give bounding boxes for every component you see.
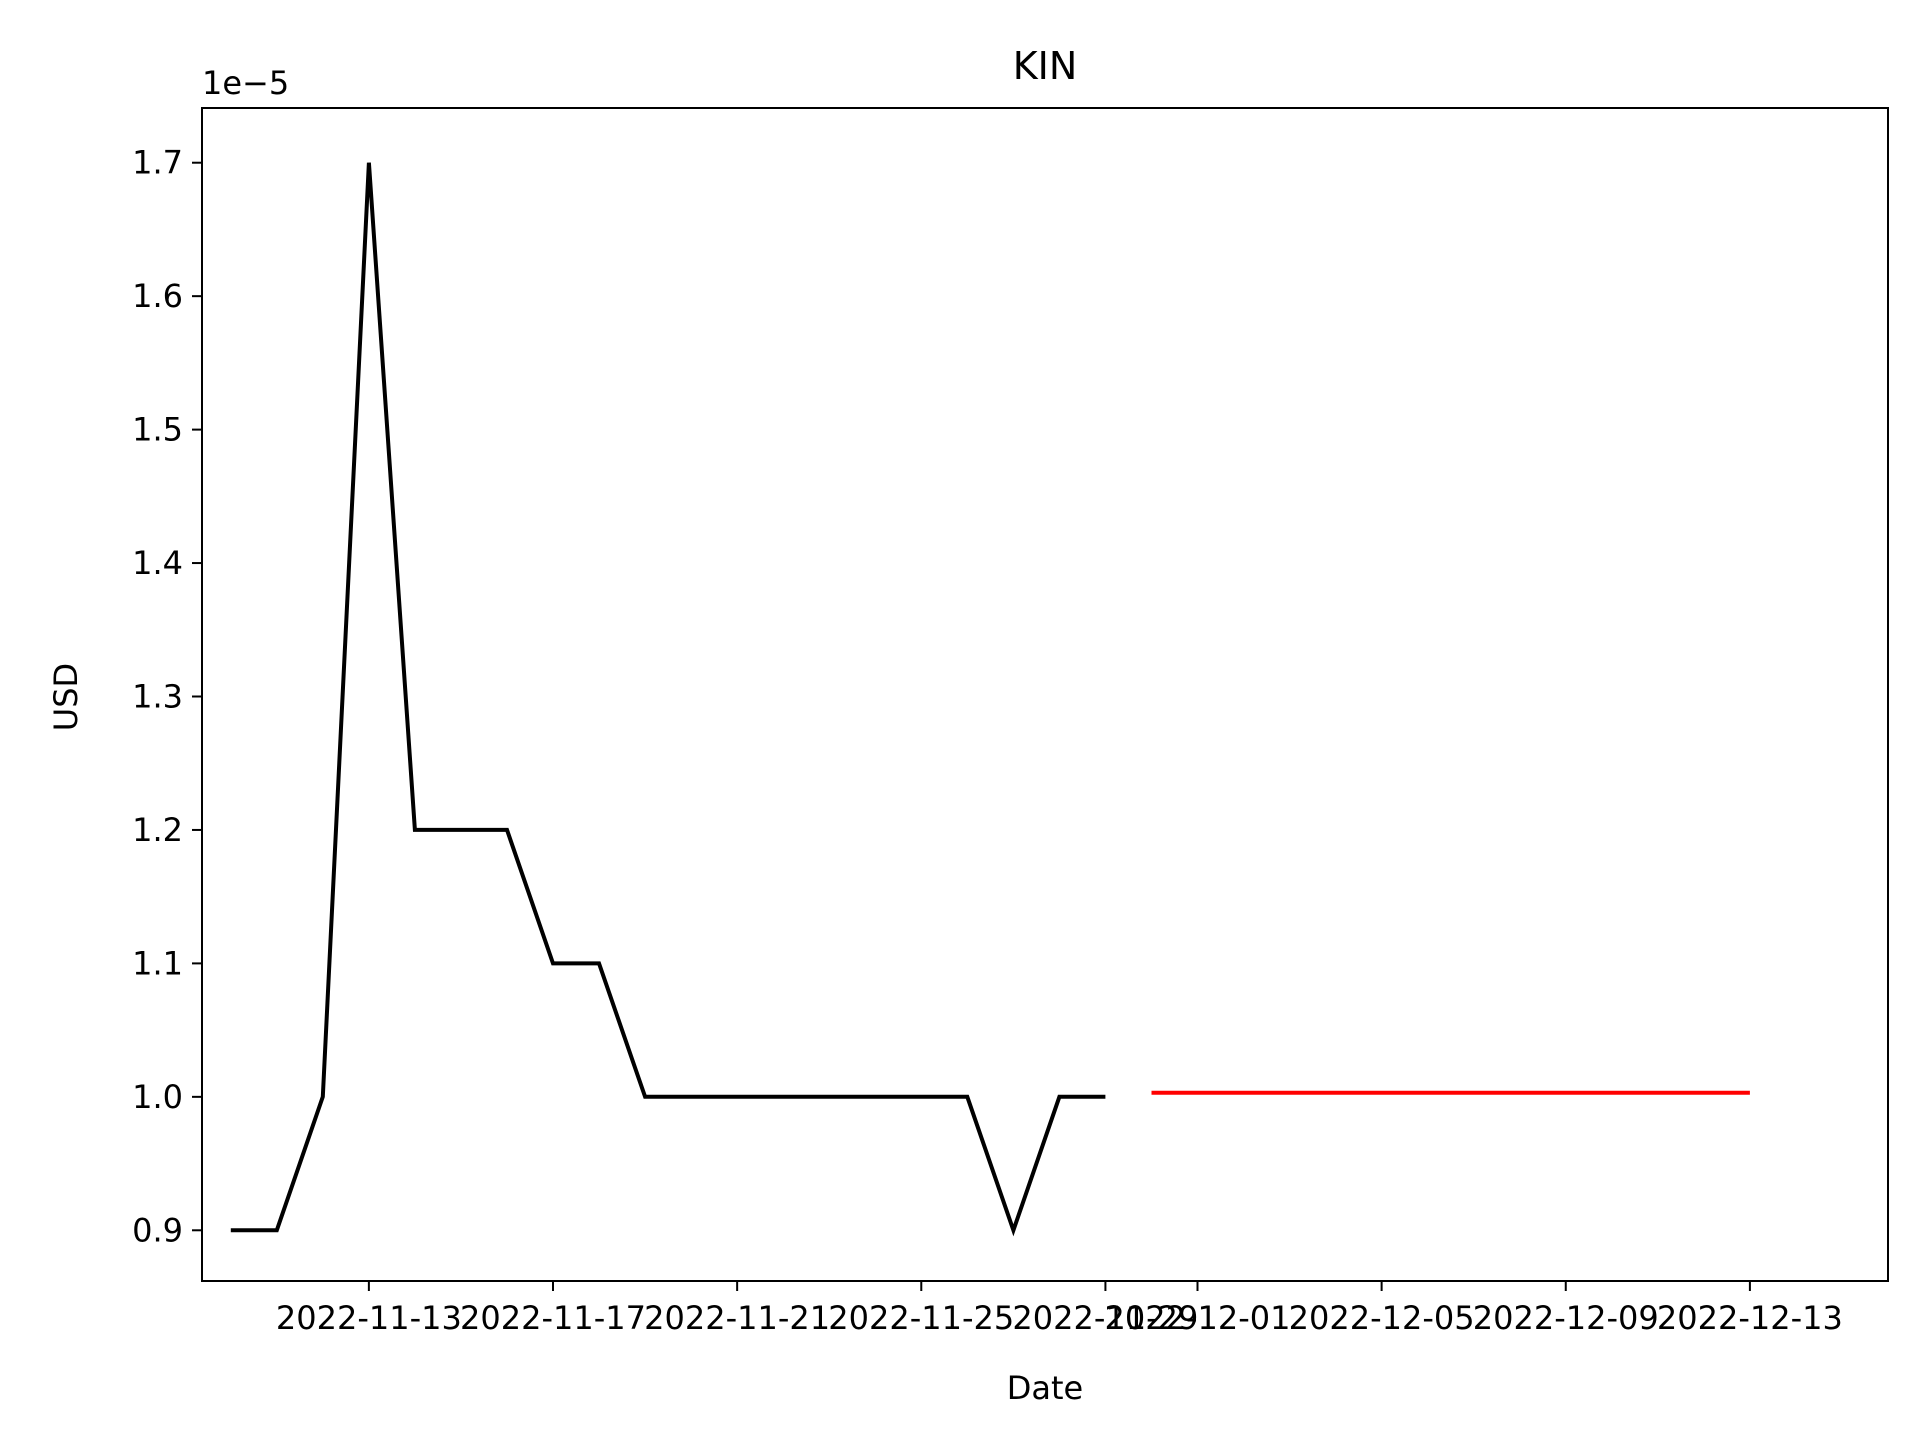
y-tick-label: 1.4 [132,544,183,582]
y-tick-label: 1.1 [132,944,183,982]
y-offset-label: 1e−5 [202,64,289,102]
x-tick-label: 2022-12-13 [1657,1299,1843,1337]
x-tick-label: 2022-12-01 [1105,1299,1291,1337]
series-line-1 [230,162,1106,1237]
x-tick-label: 2022-11-29 [1012,1299,1198,1337]
x-tick-label: 2022-11-25 [828,1299,1014,1337]
chart-title: KIN [1013,44,1078,88]
tick-layer: 2022-11-132022-11-172022-11-212022-11-25… [132,144,1843,1337]
y-tick-label: 1.5 [132,411,183,449]
x-tick-label: 2022-12-05 [1289,1299,1475,1337]
x-axis-label: Date [1007,1369,1083,1407]
y-tick-label: 1.6 [132,277,183,315]
y-tick-label: 1.0 [132,1078,183,1116]
y-tick-label: 1.7 [132,144,183,182]
x-tick-label: 2022-11-21 [644,1299,830,1337]
x-tick-label: 2022-11-17 [460,1299,646,1337]
y-axis-label: USD [47,663,85,731]
series-layer [230,162,1750,1237]
x-tick-label: 2022-12-09 [1473,1299,1659,1337]
y-tick-label: 1.3 [132,678,183,716]
y-tick-label: 0.9 [132,1211,183,1249]
x-tick-label: 2022-11-13 [276,1299,462,1337]
y-tick-label: 1.2 [132,811,183,849]
plot-frame [201,107,1889,1282]
